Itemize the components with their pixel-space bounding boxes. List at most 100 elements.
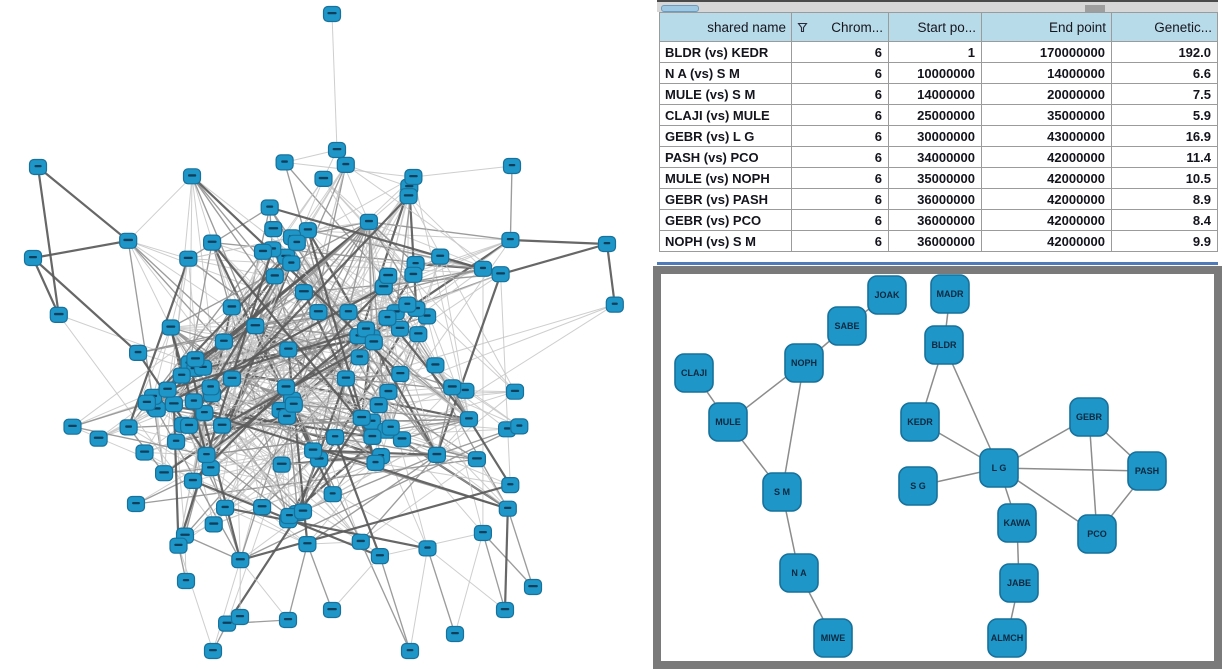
network-node[interactable] <box>467 451 486 468</box>
network-node[interactable] <box>282 255 301 272</box>
network-node-l-g[interactable]: L G <box>979 448 1019 488</box>
network-node[interactable] <box>498 500 517 517</box>
network-node[interactable] <box>510 418 529 435</box>
network-node[interactable] <box>501 477 520 494</box>
table-cell[interactable]: 42000000 <box>981 188 1112 210</box>
network-edge[interactable] <box>781 362 805 493</box>
network-node[interactable] <box>399 188 418 205</box>
table-cell[interactable]: 6 <box>791 188 889 210</box>
network-node[interactable] <box>63 418 82 435</box>
table-cell[interactable]: CLAJI (vs) MULE <box>659 104 792 126</box>
network-node[interactable] <box>359 213 378 230</box>
network-node[interactable] <box>195 404 214 422</box>
table-row[interactable]: GEBR (vs) PASH 6 36000000 42000000 8.9 <box>659 188 1218 210</box>
table-cell[interactable]: 10.5 <box>1111 167 1218 189</box>
network-node[interactable] <box>265 268 284 285</box>
network-node[interactable] <box>89 430 108 447</box>
subnetwork-canvas-area[interactable]: JOAK SABE NOPH CLAJI MULE S M N A MIWE MADR BLDR K… <box>661 274 1214 661</box>
network-node[interactable] <box>184 393 203 410</box>
network-node[interactable] <box>284 396 303 413</box>
network-node[interactable] <box>427 446 446 463</box>
network-node-joak[interactable]: JOAK <box>867 275 907 315</box>
scrollbar-thumb[interactable] <box>661 5 699 12</box>
network-node[interactable] <box>276 379 296 396</box>
table-row[interactable]: BLDR (vs) KEDR 6 1 170000000 192.0 <box>659 41 1218 63</box>
network-node-almch[interactable]: ALMCH <box>987 618 1027 658</box>
table-cell[interactable]: NOPH (vs) S M <box>659 230 792 252</box>
table-cell[interactable]: 16.9 <box>1111 125 1218 147</box>
table-cell[interactable]: 43000000 <box>981 125 1112 147</box>
network-node[interactable] <box>158 381 177 398</box>
table-cell[interactable]: 14000000 <box>981 62 1112 84</box>
network-node[interactable] <box>381 419 400 436</box>
network-node[interactable] <box>326 429 345 446</box>
network-node[interactable] <box>391 365 410 383</box>
network-node[interactable] <box>364 334 383 351</box>
network-node[interactable] <box>172 367 191 384</box>
table-row[interactable]: PASH (vs) PCO 6 34000000 42000000 11.4 <box>659 146 1218 168</box>
network-node-mule[interactable]: MULE <box>708 402 748 442</box>
network-node[interactable] <box>505 383 525 400</box>
table-cell[interactable]: BLDR (vs) KEDR <box>659 41 792 63</box>
network-node[interactable] <box>135 444 154 461</box>
network-node[interactable] <box>260 199 279 216</box>
network-node[interactable] <box>356 321 376 338</box>
network-node[interactable] <box>129 344 148 361</box>
table-cell[interactable]: 42000000 <box>981 146 1112 168</box>
network-node[interactable] <box>203 234 222 251</box>
network-edge[interactable] <box>998 467 1148 472</box>
network-node[interactable] <box>293 503 313 520</box>
column-header-genetic[interactable]: Genetic... <box>1111 12 1218 42</box>
column-header-start-po[interactable]: Start po... <box>888 12 982 42</box>
network-node-s-g[interactable]: S G <box>898 466 938 506</box>
network-node[interactable] <box>400 642 420 660</box>
network-node[interactable] <box>23 249 43 267</box>
table-cell[interactable]: 1 <box>888 41 982 63</box>
table-cell[interactable]: 35000000 <box>981 104 1112 126</box>
network-node[interactable] <box>253 499 272 516</box>
table-cell[interactable]: 10000000 <box>888 62 982 84</box>
network-node-pash[interactable]: PASH <box>1127 451 1167 491</box>
network-node[interactable] <box>597 235 617 253</box>
network-node[interactable] <box>336 156 355 173</box>
table-cell[interactable]: GEBR (vs) PCO <box>659 209 792 231</box>
table-cell[interactable]: 6 <box>791 125 889 147</box>
network-node-jabe[interactable]: JABE <box>999 563 1039 603</box>
network-node[interactable] <box>523 578 543 596</box>
network-node[interactable] <box>280 507 299 525</box>
table-cell[interactable]: 6 <box>791 41 889 63</box>
table-cell[interactable]: 6.6 <box>1111 62 1218 84</box>
network-node[interactable] <box>304 442 323 459</box>
network-node[interactable] <box>278 611 298 629</box>
table-cell[interactable]: 6 <box>791 83 889 105</box>
network-node[interactable] <box>222 299 241 316</box>
network-node[interactable] <box>49 306 68 323</box>
table-cell[interactable]: 25000000 <box>888 104 982 126</box>
network-node-madr[interactable]: MADR <box>930 274 970 314</box>
network-node[interactable] <box>253 243 273 260</box>
table-cell[interactable]: GEBR (vs) PASH <box>659 188 792 210</box>
network-node[interactable] <box>275 154 294 171</box>
table-top-scrollbar[interactable] <box>657 0 1218 12</box>
network-node[interactable] <box>491 266 510 283</box>
network-node[interactable] <box>339 304 358 321</box>
network-node[interactable] <box>298 535 317 553</box>
table-cell[interactable]: GEBR (vs) L G <box>659 125 792 147</box>
network-node[interactable] <box>502 157 522 175</box>
table-cell[interactable]: MULE (vs) S M <box>659 83 792 105</box>
network-node-s-m[interactable]: S M <box>762 472 802 512</box>
network-node[interactable] <box>180 417 199 434</box>
network-edge[interactable] <box>943 344 1000 469</box>
table-cell[interactable]: 192.0 <box>1111 41 1218 63</box>
network-node[interactable] <box>126 495 146 513</box>
table-cell[interactable]: 6 <box>791 62 889 84</box>
network-node[interactable] <box>169 537 188 554</box>
network-node[interactable] <box>272 456 291 473</box>
network-node[interactable] <box>298 222 317 239</box>
network-node[interactable] <box>287 234 306 251</box>
main-network-canvas[interactable] <box>0 0 652 669</box>
table-row[interactable]: MULE (vs) S M 6 14000000 20000000 7.5 <box>659 83 1218 105</box>
main-network-panel[interactable] <box>0 0 652 669</box>
table-cell[interactable]: 42000000 <box>981 167 1112 189</box>
network-node-bldr[interactable]: BLDR <box>924 325 964 365</box>
